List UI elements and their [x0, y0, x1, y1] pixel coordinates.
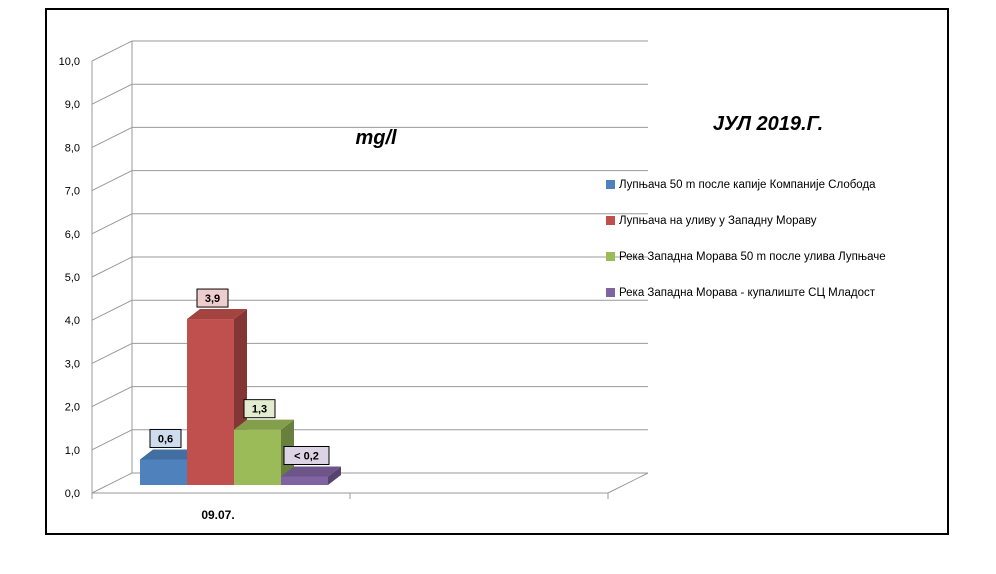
y-tick-label: 6,0: [65, 229, 80, 241]
bars: [140, 309, 341, 485]
legend: Лупњача 50 m после капије Компаније Слоб…: [606, 179, 886, 299]
y-tick-label: 3,0: [65, 358, 80, 370]
y-tick-label: 8,0: [65, 142, 80, 154]
legend-swatch: [606, 216, 615, 225]
legend-label: Лупњача на уливу у Западну Мораву: [619, 215, 817, 227]
gridline-side: [91, 386, 133, 408]
legend-item-2: Лупњача на уливу у Западну Мораву: [606, 215, 817, 227]
category-label: 09.07.: [201, 508, 234, 522]
gridline-side: [91, 472, 133, 494]
gridline-side: [91, 40, 133, 62]
legend-swatch: [606, 288, 615, 297]
y-tick-label: 10,0: [59, 56, 80, 68]
bar-front: [140, 459, 187, 485]
legend-item-4: Река Западна Морава - купалиште СЦ Младо…: [606, 287, 876, 299]
data-label-4: < 0,2: [283, 445, 330, 465]
data-label-text: < 0,2: [294, 450, 319, 462]
data-labels: 0,6 3,9 1,3 < 0,2: [149, 288, 330, 465]
data-label-text: 0,6: [158, 433, 173, 445]
legend-swatch: [606, 252, 615, 261]
legend-item-3: Река Западна Морава 50 m после улива Луп…: [606, 251, 886, 263]
floor-right-edge: [607, 472, 649, 494]
data-label-fill: [150, 429, 181, 447]
legend-label: Лупњача 50 m после капије Компаније Слоб…: [619, 179, 876, 191]
y-tick-label: 0,0: [65, 488, 80, 500]
data-label-text: 1,3: [252, 404, 267, 416]
bar-front: [234, 429, 281, 485]
data-label-1: 0,6: [149, 428, 182, 448]
bar-front: [281, 476, 328, 485]
legend-label: Река Западна Морава - купалиште СЦ Младо…: [619, 287, 876, 299]
bar-3: [234, 419, 294, 485]
data-label-2: 3,9: [196, 288, 229, 308]
bar-top: [281, 466, 341, 477]
legend-label: Река Западна Морава 50 m после улива Луп…: [619, 251, 886, 263]
data-label-fill: [197, 289, 228, 307]
bar-top: [140, 449, 200, 460]
gridline-side: [91, 429, 133, 451]
y-tick-label: 2,0: [65, 402, 80, 414]
gridline-side: [91, 299, 133, 321]
gridline-side: [91, 126, 133, 148]
gridline-side: [91, 170, 133, 192]
legend-item-1: Лупњача 50 m после капије Компаније Слоб…: [606, 179, 876, 191]
chart-title: ЈУЛ 2019.Г.: [713, 113, 823, 135]
y-tick-label: 5,0: [65, 272, 80, 284]
gridline-side: [91, 83, 133, 105]
bar-top: [234, 419, 294, 430]
legend-swatch: [606, 180, 615, 189]
bar-side: [328, 466, 341, 485]
bar-4: [281, 466, 341, 485]
y-tick-label: 4,0: [65, 315, 80, 327]
data-label-fill: [244, 400, 275, 418]
gridline-side: [91, 213, 133, 235]
gridline-side: [91, 256, 133, 278]
y-tick-label: 9,0: [65, 99, 80, 111]
data-label-3: 1,3: [243, 399, 276, 419]
y-tick-label: 7,0: [65, 186, 80, 198]
y-axis-unit: mg/l: [355, 127, 397, 149]
y-tick-label: 1,0: [65, 445, 80, 457]
bar-front: [187, 319, 234, 485]
data-label-text: 3,9: [205, 293, 220, 305]
gridline-side: [91, 342, 133, 364]
data-label-fill: [284, 446, 329, 464]
bar-top: [187, 309, 247, 320]
y-axis-ticks: 0,0 1,0 2,0 3,0 4,0 5,0 6,0 7,0 8,0 9,0 10,0: [59, 56, 80, 500]
